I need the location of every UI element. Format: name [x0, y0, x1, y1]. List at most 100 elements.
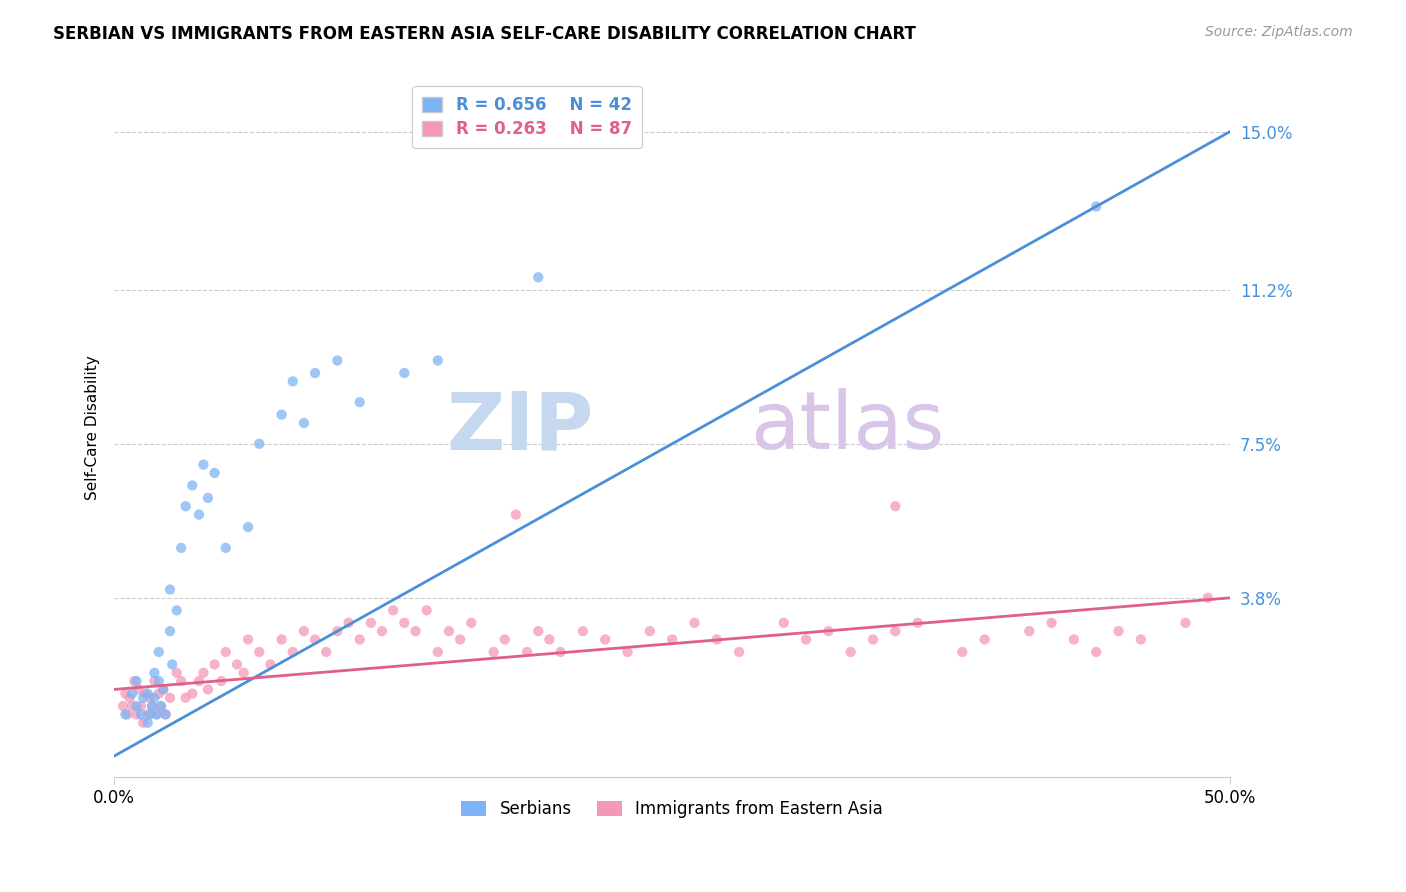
Point: [134, 687, 156, 701]
Legend: Serbians, Immigrants from Eastern Asia: Serbians, Immigrants from Eastern Asia: [454, 793, 890, 824]
Point: [505, 508, 527, 522]
Point: [197, 682, 219, 697]
Point: [337, 615, 360, 630]
Point: [728, 645, 751, 659]
Point: [292, 416, 315, 430]
Point: [181, 478, 204, 492]
Point: [174, 690, 197, 705]
Point: [247, 437, 270, 451]
Point: [114, 687, 136, 701]
Point: [426, 645, 449, 659]
Point: [292, 624, 315, 639]
Point: [794, 632, 817, 647]
Point: [125, 707, 148, 722]
Text: atlas: atlas: [751, 388, 945, 467]
Point: [449, 632, 471, 647]
Point: [1085, 645, 1108, 659]
Point: [236, 520, 259, 534]
Point: [304, 366, 326, 380]
Point: [129, 707, 152, 722]
Point: [1018, 624, 1040, 639]
Text: Source: ZipAtlas.com: Source: ZipAtlas.com: [1205, 25, 1353, 39]
Point: [270, 632, 292, 647]
Point: [159, 624, 181, 639]
Point: [136, 707, 159, 722]
Point: [281, 375, 304, 389]
Point: [152, 682, 174, 697]
Point: [114, 707, 136, 722]
Point: [166, 665, 188, 680]
Point: [112, 699, 135, 714]
Point: [482, 645, 505, 659]
Point: [593, 632, 616, 647]
Point: [141, 699, 163, 714]
Point: [188, 674, 211, 689]
Point: [950, 645, 973, 659]
Point: [907, 615, 929, 630]
Point: [382, 603, 405, 617]
Point: [572, 624, 595, 639]
Point: [516, 645, 538, 659]
Point: [121, 699, 143, 714]
Point: [148, 645, 170, 659]
Point: [136, 715, 159, 730]
Point: [1063, 632, 1085, 647]
Point: [494, 632, 516, 647]
Point: [132, 690, 155, 705]
Point: [128, 682, 150, 697]
Point: [884, 624, 907, 639]
Point: [415, 603, 437, 617]
Point: [236, 632, 259, 647]
Point: [661, 632, 683, 647]
Point: [304, 632, 326, 647]
Point: [132, 715, 155, 730]
Point: [125, 674, 148, 689]
Point: [124, 674, 146, 689]
Point: [349, 395, 371, 409]
Point: [155, 707, 177, 722]
Point: [884, 500, 907, 514]
Point: [150, 699, 173, 714]
Point: [170, 541, 193, 555]
Point: [193, 458, 215, 472]
Point: [148, 687, 170, 701]
Point: [160, 657, 183, 672]
Point: [527, 270, 550, 285]
Point: [141, 699, 163, 714]
Point: [143, 665, 166, 680]
Point: [209, 674, 232, 689]
Point: [136, 687, 159, 701]
Point: [232, 665, 254, 680]
Point: [371, 624, 394, 639]
Text: SERBIAN VS IMMIGRANTS FROM EASTERN ASIA SELF-CARE DISABILITY CORRELATION CHART: SERBIAN VS IMMIGRANTS FROM EASTERN ASIA …: [53, 25, 917, 43]
Point: [394, 366, 416, 380]
Point: [139, 690, 162, 705]
Point: [405, 624, 427, 639]
Point: [973, 632, 995, 647]
Point: [139, 707, 162, 722]
Point: [166, 603, 188, 617]
Point: [326, 624, 349, 639]
Point: [181, 687, 204, 701]
Point: [706, 632, 728, 647]
Point: [193, 665, 215, 680]
Point: [349, 632, 371, 647]
Point: [360, 615, 382, 630]
Point: [247, 645, 270, 659]
Point: [460, 615, 482, 630]
Point: [145, 707, 167, 722]
Point: [117, 707, 139, 722]
Point: [188, 508, 211, 522]
Point: [215, 541, 238, 555]
Point: [638, 624, 661, 639]
Point: [159, 582, 181, 597]
Point: [1040, 615, 1063, 630]
Point: [270, 408, 292, 422]
Point: [148, 674, 170, 689]
Point: [152, 682, 174, 697]
Point: [437, 624, 460, 639]
Point: [527, 624, 550, 639]
Point: [259, 657, 281, 672]
Point: [129, 699, 152, 714]
Point: [143, 690, 166, 705]
